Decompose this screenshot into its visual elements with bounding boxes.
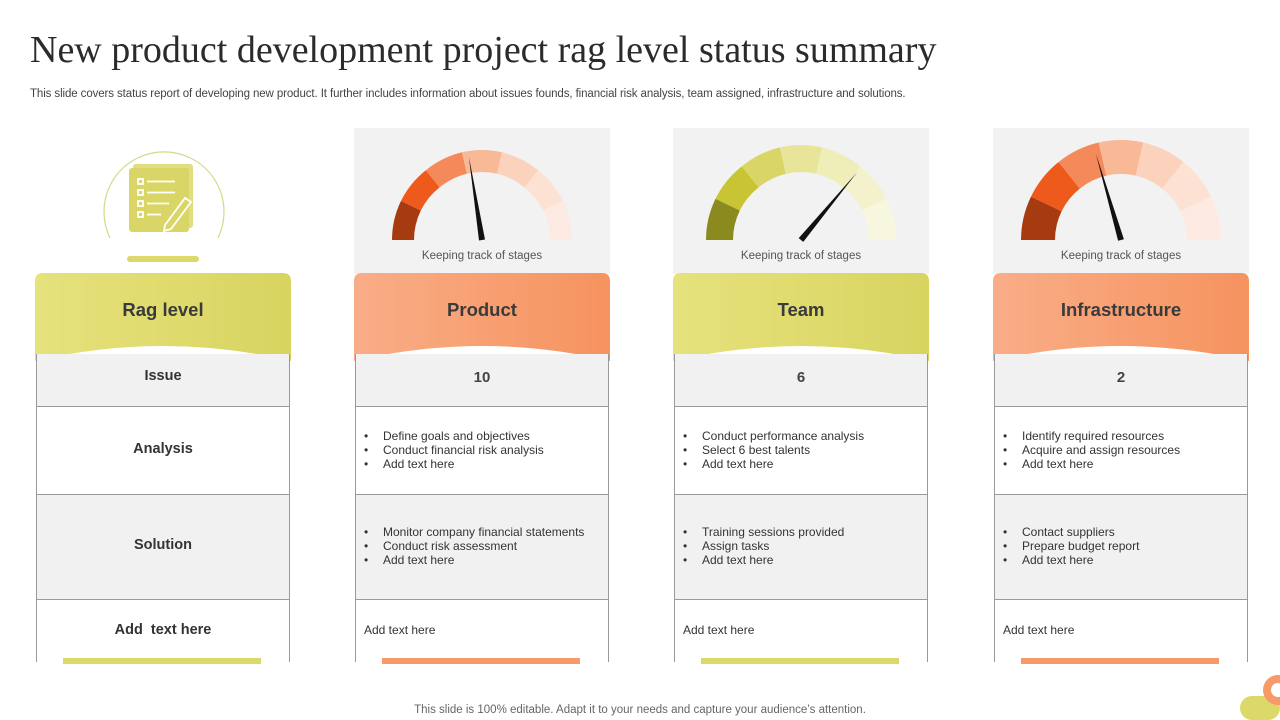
analysis-row: Identify required resources Acquire and … (995, 406, 1247, 494)
header-label: Product (447, 299, 517, 320)
solution-label: Solution (134, 537, 192, 553)
issue-row: 10 (356, 354, 608, 406)
solution-row: Contact suppliers Prepare budget report … (995, 494, 1247, 599)
note-text: Add text here (1003, 623, 1075, 637)
corner-decoration (1240, 675, 1280, 720)
list-item: Add text here (683, 553, 844, 567)
solution-list: Monitor company financial statements Con… (364, 525, 584, 567)
list-item: Define goals and objectives (364, 429, 544, 443)
product-gauge (392, 150, 572, 241)
accent-bar (1021, 658, 1219, 664)
gauge-needle (1095, 153, 1124, 241)
list-item: Add text here (1003, 553, 1139, 567)
note-text: Add text here (364, 623, 436, 637)
list-item: Add text here (683, 457, 864, 471)
solution-row: Training sessions provided Assign tasks … (675, 494, 927, 599)
issue-count: 6 (796, 369, 806, 386)
team-gauge (706, 145, 896, 242)
issue-count: 10 (473, 369, 491, 386)
list-item: Identify required resources (1003, 429, 1180, 443)
analysis-row: Analysis (37, 406, 289, 494)
list-item: Training sessions provided (683, 525, 844, 539)
gauge-caption: Keeping track of stages (1060, 250, 1182, 262)
issue-row: Issue (37, 354, 289, 406)
list-item: Add text here (364, 553, 584, 567)
list-item: Conduct performance analysis (683, 429, 864, 443)
list-item: Assign tasks (683, 539, 844, 553)
list-item: Contact suppliers (1003, 525, 1139, 539)
page-title: New product development project rag leve… (30, 29, 937, 71)
issue-label: Issue (144, 368, 182, 384)
gauge-needle (468, 157, 485, 241)
list-item: Conduct risk assessment (364, 539, 584, 553)
list-item: Acquire and assign resources (1003, 443, 1180, 457)
gauge-panel: Keeping track of stages (993, 128, 1249, 274)
analysis-row: Conduct performance analysis Select 6 be… (675, 406, 927, 494)
infrastructure-column: Keeping track of stages Infrastructure 2… (993, 128, 1249, 666)
analysis-list: Identify required resources Acquire and … (1003, 429, 1180, 471)
accent-bar (63, 658, 261, 664)
icon-area (35, 128, 291, 274)
list-item: Prepare budget report (1003, 539, 1139, 553)
note-text: Add text here (683, 623, 755, 637)
analysis-row: Define goals and objectives Conduct fina… (356, 406, 608, 494)
rag-level-column: Rag level Issue Analysis Solution Add te… (35, 128, 291, 666)
header-label: Team (777, 299, 825, 320)
list-item: Monitor company financial statements (364, 525, 584, 539)
infrastructure-gauge (1021, 139, 1221, 241)
note-row: Add text here (356, 599, 608, 662)
gauge-panel: Keeping track of stages (673, 128, 929, 274)
note-row: Add text here (995, 599, 1247, 662)
analysis-list: Conduct performance analysis Select 6 be… (683, 429, 864, 471)
team-header: Team (673, 273, 929, 363)
infrastructure-header: Infrastructure (993, 273, 1249, 363)
document-checklist-pencil-icon (103, 151, 225, 262)
page-subtitle: This slide covers status report of devel… (30, 88, 906, 100)
team-table: 6 Conduct performance analysis Select 6 … (674, 354, 928, 662)
issue-row: 2 (995, 354, 1247, 406)
gauge-panel: Keeping track of stages (354, 128, 610, 274)
issue-count: 2 (1116, 369, 1126, 386)
analysis-label: Analysis (133, 441, 193, 457)
infrastructure-table: 2 Identify required resources Acquire an… (994, 354, 1248, 662)
product-column: Keeping track of stages Product 10 Defin… (354, 128, 610, 666)
solution-row: Solution (37, 494, 289, 599)
accent-bar (382, 658, 580, 664)
footer-note: This slide is 100% editable. Adapt it to… (414, 704, 866, 716)
header-label: Rag level (122, 299, 204, 320)
solution-list: Training sessions provided Assign tasks … (683, 525, 844, 567)
rag-level-header: Rag level (35, 273, 291, 363)
gauge-caption: Keeping track of stages (421, 250, 543, 262)
issue-row: 6 (675, 354, 927, 406)
rag-level-table: Issue Analysis Solution Add text here (36, 354, 290, 662)
gauge-needle (798, 172, 858, 242)
list-item: Conduct financial risk analysis (364, 443, 544, 457)
header-label: Infrastructure (1060, 299, 1182, 320)
list-item: Select 6 best talents (683, 443, 864, 457)
gauge-caption: Keeping track of stages (740, 250, 862, 262)
solution-row: Monitor company financial statements Con… (356, 494, 608, 599)
note-row: Add text here (675, 599, 927, 662)
note-label: Add text here (114, 622, 212, 638)
product-table: 10 Define goals and objectives Conduct f… (355, 354, 609, 662)
solution-list: Contact suppliers Prepare budget report … (1003, 525, 1139, 567)
analysis-list: Define goals and objectives Conduct fina… (364, 429, 544, 471)
accent-bar (701, 658, 899, 664)
list-item: Add text here (364, 457, 544, 471)
list-item: Add text here (1003, 457, 1180, 471)
note-row: Add text here (37, 599, 289, 662)
product-header: Product (354, 273, 610, 363)
team-column: Keeping track of stages Team 6 Conduct p… (673, 128, 929, 666)
